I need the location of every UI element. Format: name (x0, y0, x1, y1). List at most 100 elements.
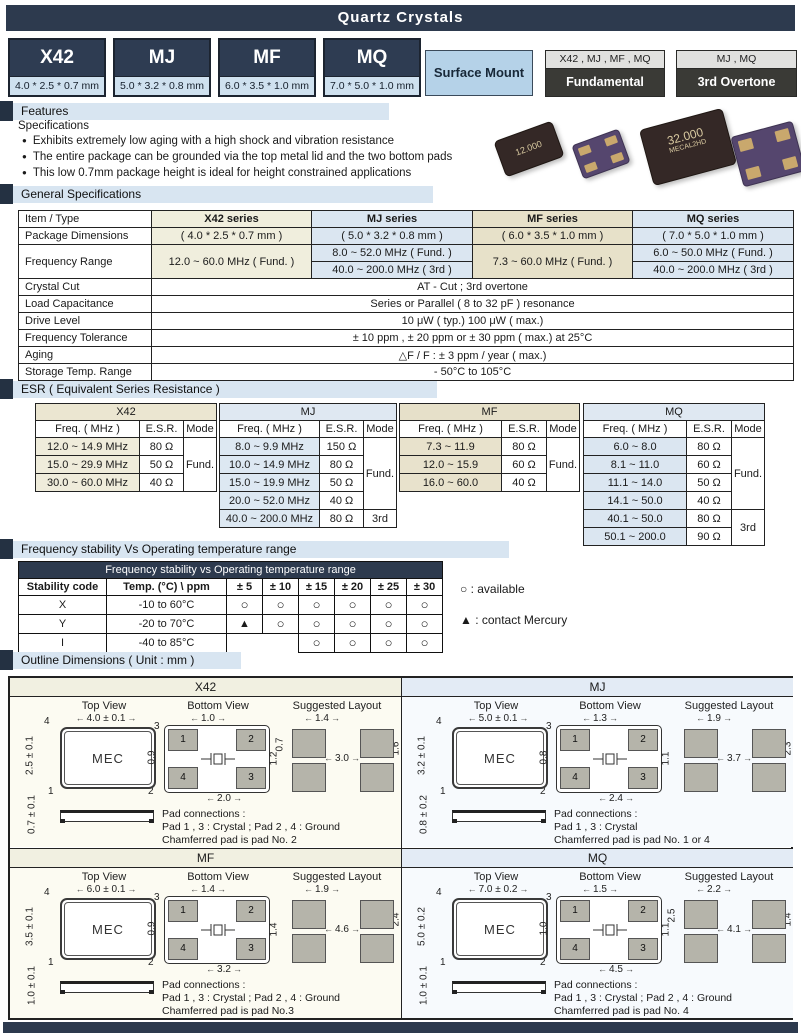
col-header-mf: MF series (472, 210, 633, 228)
outline-panel-content: Top View 7.0 ± 0.2 4 3 1 2 MEC 5.0 ± 0.2… (402, 868, 794, 1018)
freq-cell: 50.1 ~ 200.0 (583, 527, 687, 546)
mode-cell: 3rd (730, 509, 766, 546)
cell-value: 40.0 ~ 200.0 MHz ( 3rd ) (311, 261, 473, 279)
corner-number: 4 (44, 716, 50, 727)
outline-panel-content: Top View 5.0 ± 0.1 4 3 1 2 MEC 3.2 ± 0.1… (402, 697, 794, 847)
dim-layout-left: 1.1 (660, 751, 672, 766)
pad-number: 1 (560, 900, 590, 922)
esr-table-mq: MQ Freq. ( MHz ) E.S.R. Mode 6.0 ~ 8.0 80… (582, 403, 766, 546)
fundamental-badge: X42 , MJ , MF , MQ Fundamental (545, 50, 665, 97)
table-row: Stability code Temp. (°C) \ ppm ± 5 ± 10… (18, 578, 444, 596)
outline-panel-title: MQ (402, 849, 793, 868)
features-subheading: Specifications (18, 120, 89, 132)
top-view-drawing: MEC (60, 727, 156, 789)
cell-value: ( 6.0 * 3.5 * 1.0 mm ) (472, 227, 633, 245)
availability-mark: ○ (226, 595, 263, 615)
layout-pad (684, 763, 718, 792)
mec-logo: MEC (64, 902, 152, 956)
mode-cell: Fund. (730, 437, 766, 510)
pad-connections-line: Chamferred pad is pad No.3 (162, 1005, 294, 1017)
esr-cell: 80 Ω (319, 509, 364, 528)
product-box-mj: MJ 5.0 * 3.2 * 0.8 mm (113, 38, 211, 97)
layout-pad (360, 729, 394, 758)
layout-pad (752, 729, 786, 758)
pad-connections-line: Pad 1 , 3 : Crystal ; Pad 2 , 4 : Ground (162, 992, 341, 1004)
esr-cell: 40 Ω (686, 491, 732, 510)
product-dims: 4.0 * 2.5 * 0.7 mm (10, 76, 104, 95)
table-row: Freq. ( MHz ) E.S.R. Mode (35, 420, 218, 438)
side-view-drawing (60, 810, 154, 823)
dim-pad-height-left: 0.9 (146, 750, 158, 765)
freq-cell: 15.0 ~ 19.9 MHz (219, 473, 320, 492)
availability-mark: ○ (334, 614, 371, 634)
esr-cell: 80 Ω (139, 437, 184, 456)
bottom-view-label: Bottom View (187, 700, 249, 712)
cell-value: ( 5.0 * 3.2 * 0.8 mm ) (311, 227, 473, 245)
dim-pad-span: 2.4 (580, 793, 652, 804)
dim-pad-width: 1.3 (564, 713, 636, 724)
outline-panel-content: Top View 4.0 ± 0.1 4 3 1 2 MEC 2.5 ± 0.1… (10, 697, 402, 847)
corner-number: 4 (436, 716, 442, 727)
suggested-layout-label: Suggested Layout (292, 700, 382, 712)
dim-width: 5.0 ± 0.1 (446, 713, 550, 724)
gold-pad (737, 137, 755, 153)
table-row: 40.0 ~ 200.0 MHz 80 Ω 3rd (219, 509, 397, 528)
overtone-series: MJ , MQ (677, 51, 796, 69)
general-spec-table: Item / Type X42 series MJ series MF seri… (18, 210, 794, 381)
col-header-mode: Mode (546, 420, 580, 438)
top-view-label: Top View (81, 871, 127, 883)
section-title: Frequency stability Vs Operating tempera… (13, 541, 509, 558)
table-row: Item / Type X42 series MJ series MF seri… (18, 210, 794, 228)
pad-number: 4 (168, 767, 198, 789)
section-title: ESR ( Equivalent Series Resistance ) (13, 381, 437, 398)
availability-mark: ○ (405, 595, 444, 615)
esr-cell: 50 Ω (319, 473, 364, 492)
esr-cell: 80 Ω (319, 455, 364, 474)
availability-mark: ○ (370, 614, 407, 634)
dim-layout-width: 2.2 (678, 884, 750, 895)
col-header-freq: Freq. ( MHz ) (583, 420, 687, 438)
esr-table-x42: X42 Freq. ( MHz ) E.S.R. Mode 12.0 ~ 14.… (34, 403, 218, 492)
side-view-drawing (452, 810, 546, 823)
overtone-label: 3rd Overtone (677, 69, 796, 96)
freq-cell: 8.0 ~ 9.9 MHz (219, 437, 320, 456)
corner-number: 1 (440, 786, 446, 797)
empty-cell (227, 634, 299, 653)
esr-table-mf: MF Freq. ( MHz ) E.S.R. Mode 7.3 ~ 11.9 8… (399, 403, 580, 492)
availability-mark: ○ (370, 595, 407, 615)
top-view-drawing: MEC (452, 727, 548, 789)
mode-cell: Fund. (363, 437, 397, 510)
side-view-drawing (60, 981, 154, 994)
outline-grid: X42 Top View 4.0 ± 0.1 4 3 1 2 MEC 2.5 ±… (8, 676, 794, 1020)
cell-value: ( 4.0 * 2.5 * 0.7 mm ) (151, 227, 312, 245)
side-view-drawing (452, 981, 546, 994)
table-row: Frequency Tolerance ± 10 ppm , ± 20 ppm … (18, 329, 794, 347)
esr-cell: 90 Ω (686, 527, 732, 546)
section-marker-icon (0, 650, 13, 670)
pad-connections-line: Pad connections : (162, 808, 246, 820)
outline-panel-title: MJ (402, 678, 793, 697)
cell-value: - 50°C to 105°C (151, 363, 794, 381)
table-row: Aging △F / F : ± 3 ppm / year ( max.) (18, 346, 794, 364)
esr-table-mj: MJ Freq. ( MHz ) E.S.R. Mode 8.0 ~ 9.9 M… (219, 403, 397, 528)
outline-panel-x42: X42 Top View 4.0 ± 0.1 4 3 1 2 MEC 2.5 ±… (10, 678, 402, 849)
legend-contact: ▲ : contact Mercury (460, 613, 568, 627)
table-row: Y -20 to 70°C ▲ ○ ○ ○ ○ ○ (18, 614, 444, 634)
availability-mark: ○ (262, 595, 299, 615)
corner-number: 1 (48, 957, 54, 968)
col-header-ppm: ± 25 (370, 578, 407, 596)
cell-value: △F / F : ± 3 ppm / year ( max.) (151, 346, 794, 364)
dim-thickness: 1.0 ± 0.1 (418, 966, 430, 1005)
table-row: 12.0 ~ 14.9 MHz 80 Ω Fund. (35, 437, 218, 492)
crystal-photo-small-marked: 12.000 (493, 120, 565, 178)
product-name: X42 (10, 40, 104, 76)
table-row: I -40 to 85°C ○ ○ ○ ○ (18, 633, 444, 653)
table-row: 7.3 ~ 11.9 80 Ω Fund. (399, 437, 580, 492)
table-row: Frequency Range 12.0 ~ 60.0 MHz ( Fund. … (18, 244, 794, 279)
pad-connections-line: Pad 1 , 3 : Crystal (554, 821, 638, 833)
temp-cell: -40 to 85°C (106, 633, 227, 653)
esr-series-header: MF (399, 403, 580, 421)
pad-number: 2 (628, 900, 658, 922)
row-label: Frequency Range (18, 244, 152, 279)
corner-number: 3 (546, 892, 552, 903)
